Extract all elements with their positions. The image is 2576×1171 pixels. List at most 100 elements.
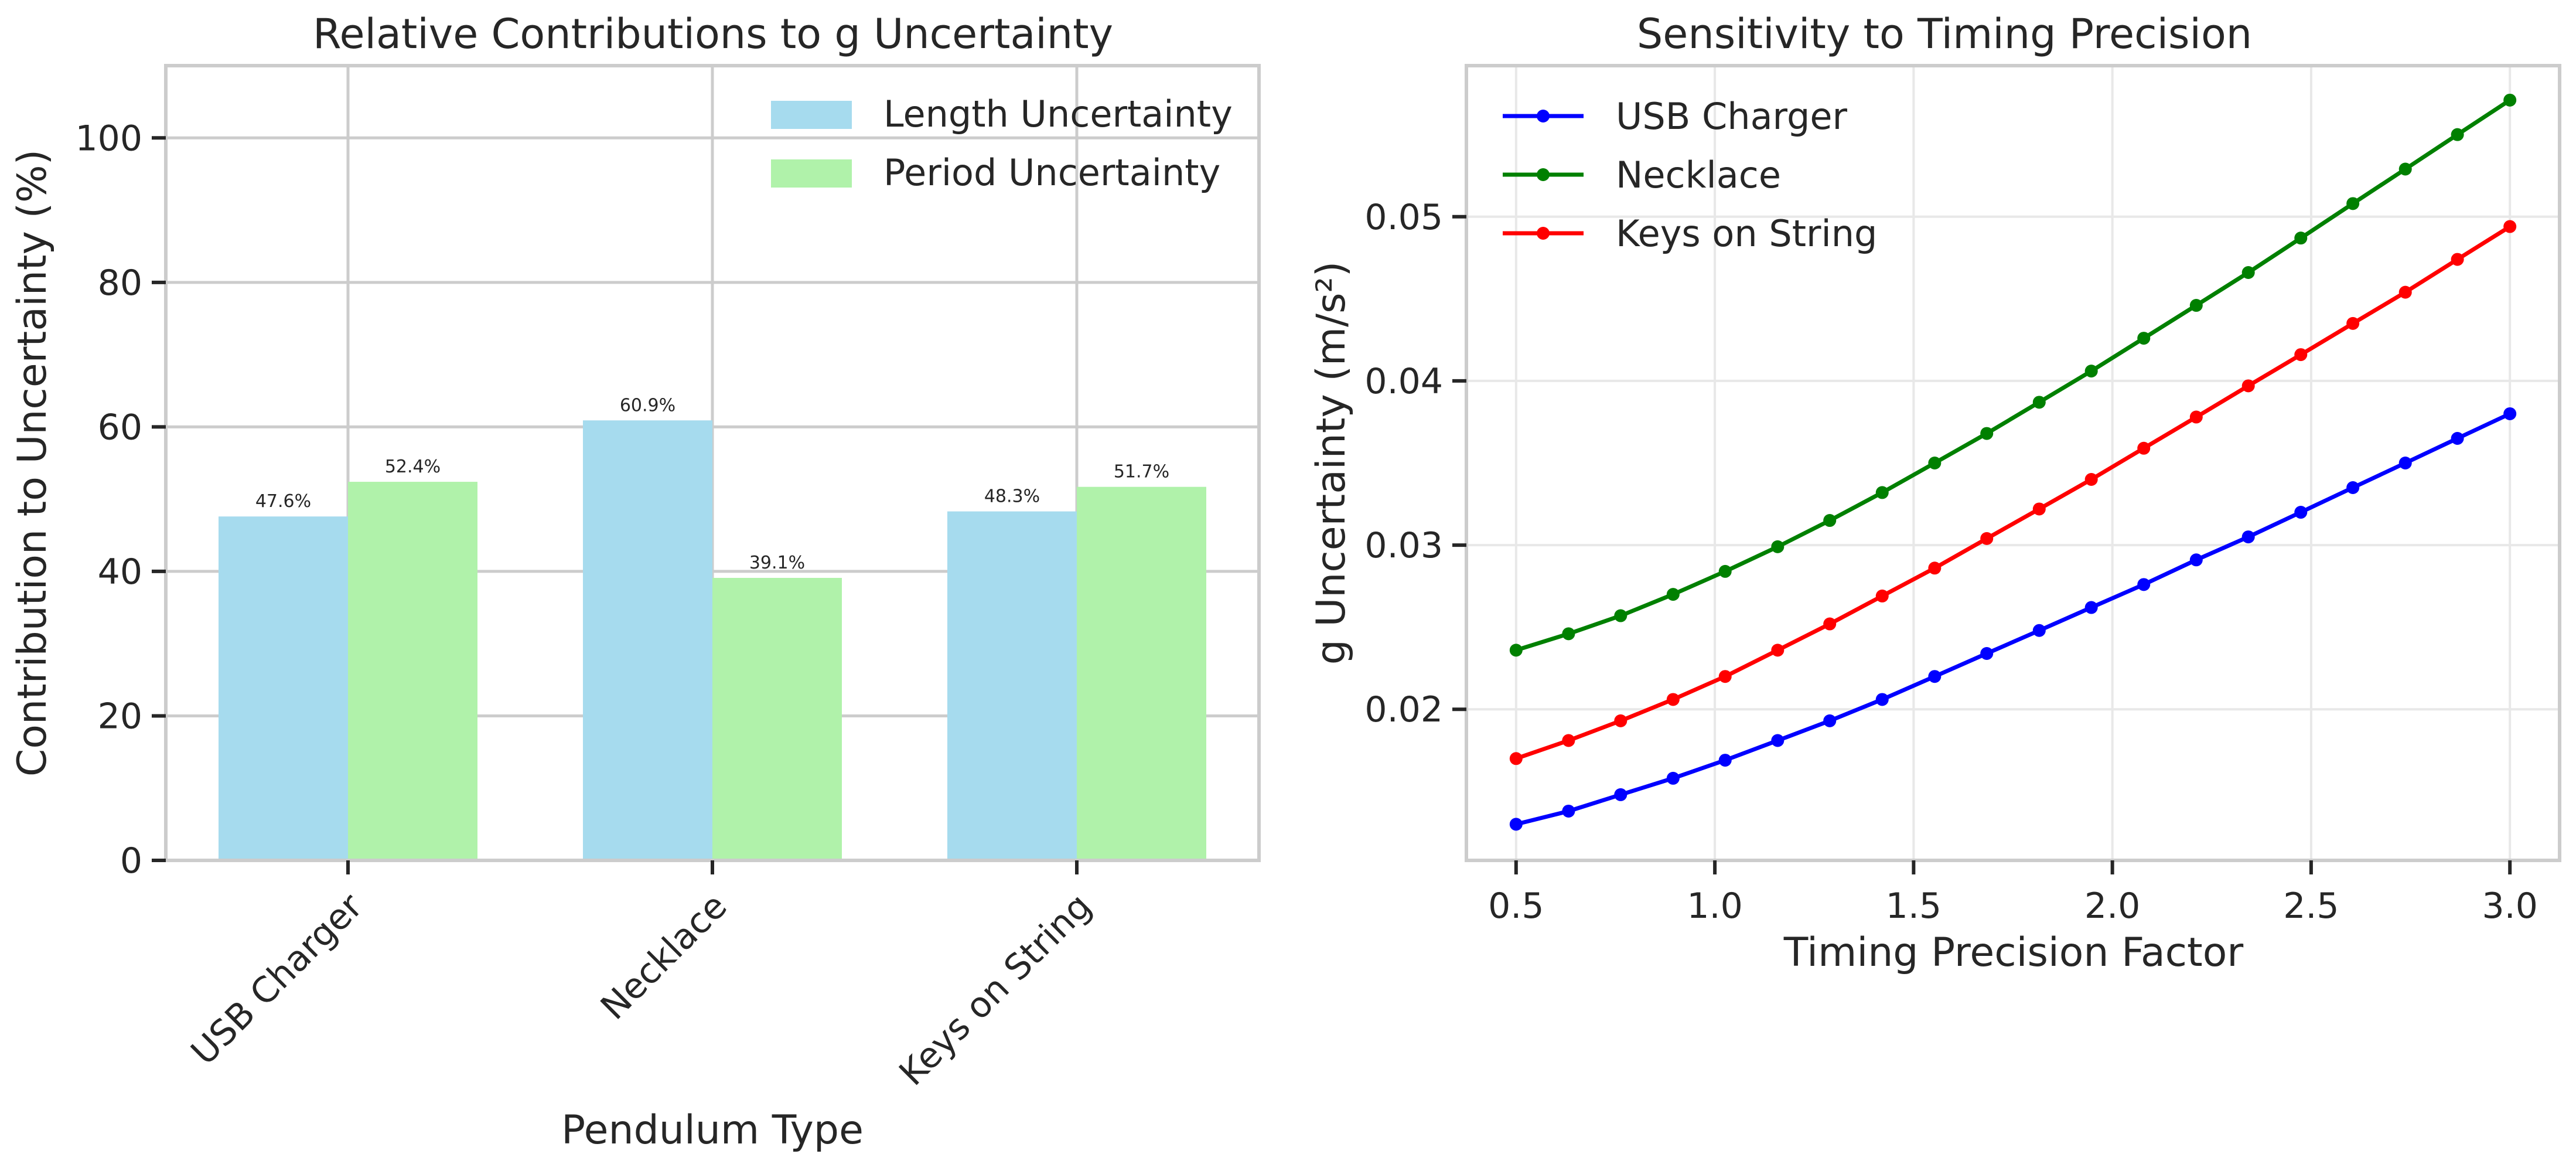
y-tick-label: 0 [120,840,142,881]
data-point-usb-charger [1771,734,1785,747]
line-chart-legend: USB Charger Necklace Keys on String [1503,95,1877,255]
data-point-usb-charger [2241,530,2255,544]
data-point-necklace [1666,588,1680,601]
line-chart: Sensitivity to Timing Precision 0.02 0.03… [1308,10,2561,976]
legend-entry-keys-on-string: Keys on String [1503,212,1877,255]
data-point-necklace [2451,128,2464,141]
bar-chart: Relative Contributions to g Uncertainty … [9,10,1261,1153]
data-point-necklace [2294,232,2308,245]
bar-value-label: 52.4% [385,457,441,477]
y-tick-label: 20 [98,696,142,737]
data-point-keys-on-string [2398,285,2412,299]
data-point-keys-on-string [2503,220,2517,233]
line-chart-y-ticks: 0.02 0.03 0.04 0.05 [1364,197,1466,730]
data-point-necklace [1718,564,1732,578]
legend-marker-usb-charger [1537,110,1550,122]
bar-period-uncertainty-keys-on-string [1077,486,1206,860]
data-point-usb-charger [2451,431,2464,445]
legend-label-length-uncertainty: Length Uncertainty [883,93,1233,135]
line-chart-y-axis-label: g Uncertainty (m/s²) [1308,261,1354,665]
data-point-keys-on-string [2294,348,2308,362]
y-tick-label: 80 [98,263,142,304]
data-point-necklace [2346,197,2360,210]
x-tick-label: 1.0 [1687,886,1742,927]
data-point-usb-charger [2294,506,2308,519]
legend-label-period-uncertainty: Period Uncertainty [883,151,1220,194]
legend-entry-necklace: Necklace [1503,154,1781,196]
data-point-necklace [1980,427,1994,440]
data-point-usb-charger [1980,646,1994,660]
bar-chart-y-axis-label: Contribution to Uncertainty (%) [9,149,56,777]
data-point-keys-on-string [1718,670,1732,683]
x-tick-label: 2.0 [2084,886,2140,927]
x-tick-label: USB Charger [183,886,371,1073]
data-point-necklace [1928,457,1942,469]
data-point-usb-charger [1666,771,1680,785]
y-tick-label: 40 [98,552,142,593]
bar-value-label: 51.7% [1114,462,1169,482]
legend-marker-necklace [1537,168,1550,181]
data-point-usb-charger [2084,601,2098,614]
data-point-necklace [1614,609,1628,622]
bar-chart-legend: Length Uncertainty Period Uncertainty [771,93,1233,194]
series-line-usb-charger [1515,411,2511,826]
y-tick-label: 0.05 [1364,197,1443,238]
data-point-keys-on-string [1771,644,1785,657]
data-point-keys-on-string [1562,734,1575,747]
data-point-necklace [1875,486,1889,499]
data-point-usb-charger [1875,693,1889,706]
series-necklace [1509,93,2517,657]
x-tick-label: 3.0 [2482,886,2537,927]
data-point-keys-on-string [1875,589,1889,602]
series-keys-on-string [1509,220,2517,765]
data-point-keys-on-string [2241,379,2255,393]
legend-label-usb-charger: USB Charger [1616,95,1847,138]
data-point-keys-on-string [2137,441,2151,455]
bar-value-label: 48.3% [984,486,1040,507]
x-tick-label: Necklace [593,886,735,1027]
series-usb-charger [1509,407,2517,831]
bar-value-label: 60.9% [620,395,675,416]
data-point-keys-on-string [1823,617,1837,631]
line-chart-x-ticks: 0.5 1.0 1.5 2.0 2.5 3.0 [1488,860,2538,927]
x-tick-label: 0.5 [1488,886,1544,927]
legend-label-keys-on-string: Keys on String [1616,212,1877,255]
line-chart-series [1509,93,2517,831]
line-chart-grid [1466,66,2560,860]
bar-length-uncertainty-keys-on-string [947,511,1077,860]
series-line-necklace [1515,98,2512,652]
data-point-keys-on-string [2189,410,2203,424]
data-point-keys-on-string [2084,473,2098,486]
data-point-keys-on-string [1614,714,1628,727]
data-point-keys-on-string [1666,693,1680,706]
bar-value-label: 39.1% [749,553,805,573]
bar-period-uncertainty-necklace [712,578,842,860]
data-point-keys-on-string [2032,502,2046,516]
data-point-necklace [1509,644,1523,657]
data-point-necklace [2032,396,2046,409]
bar-length-uncertainty-usb-charger [219,516,348,860]
legend-entry-usb-charger: USB Charger [1503,95,1847,138]
data-point-necklace [2241,266,2255,280]
x-tick-label: 1.5 [1886,886,1942,927]
data-point-usb-charger [2346,481,2360,495]
x-tick-label: Keys on String [892,886,1100,1094]
y-tick-label: 0.02 [1364,689,1443,730]
data-point-necklace [1823,514,1837,527]
data-point-usb-charger [1509,818,1523,831]
legend-swatch-length-uncertainty [771,101,852,129]
y-tick-label: 60 [98,407,142,448]
bar-chart-y-ticks: 0 20 40 60 80 100 [75,118,166,881]
bar-chart-data-labels: 47.6% 60.9% 48.3% 52.4% 39.1% 51.7% [255,395,1169,573]
line-chart-x-axis-label: Timing Precision Factor [1783,930,2244,976]
data-point-keys-on-string [1509,752,1523,765]
line-chart-title: Sensitivity to Timing Precision [1637,10,2252,58]
data-point-usb-charger [1718,754,1732,767]
data-point-usb-charger [1823,714,1837,727]
data-point-keys-on-string [2451,253,2464,266]
data-point-keys-on-string [1980,532,1994,545]
data-point-usb-charger [2137,578,2151,591]
x-tick-label: 2.5 [2283,886,2339,927]
line-chart-frame [1465,64,2561,862]
data-point-usb-charger [1562,804,1575,818]
